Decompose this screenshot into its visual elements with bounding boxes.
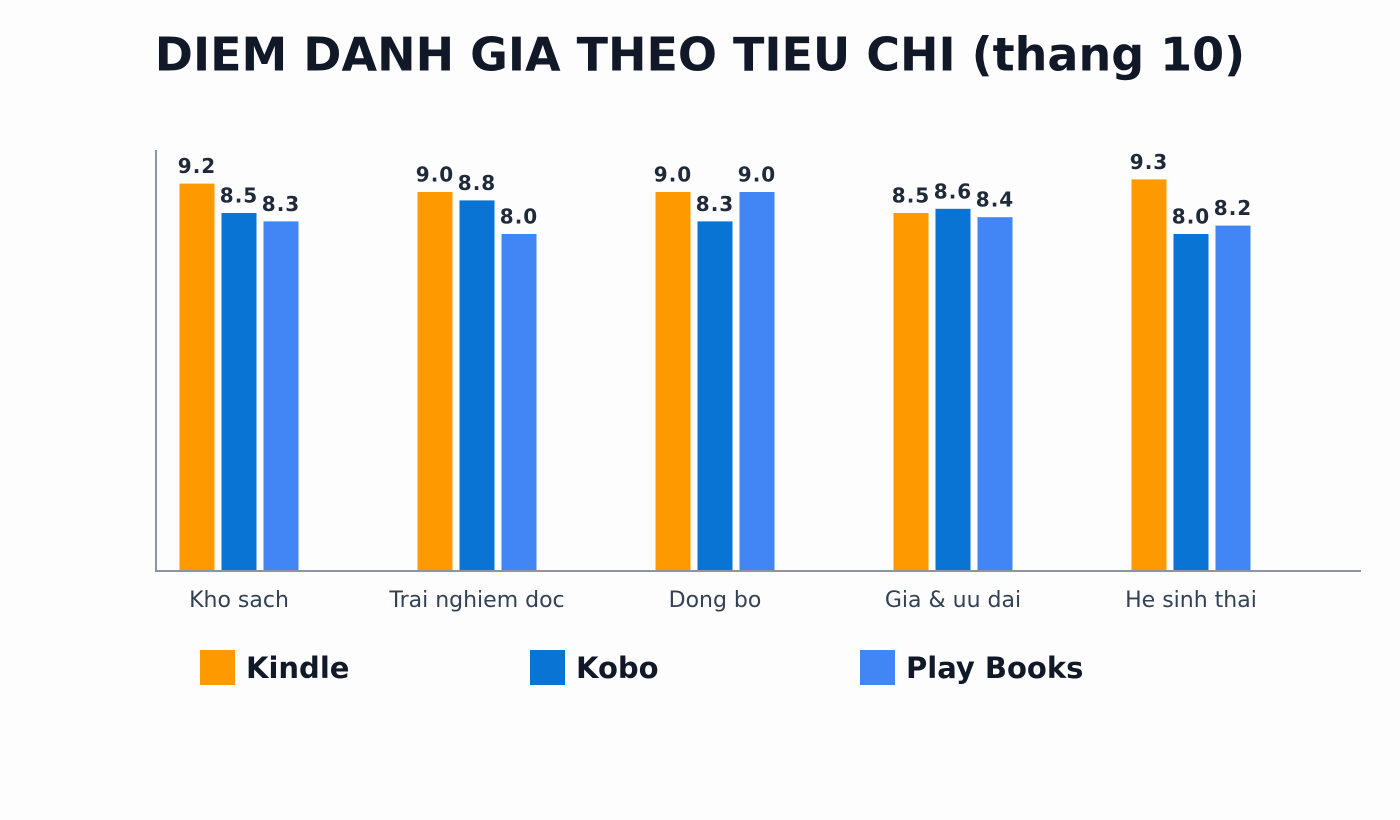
value-label: 9.2: [178, 154, 216, 178]
x-tick-label: Gia & uu dai: [885, 588, 1021, 613]
value-label: 9.0: [738, 163, 776, 187]
value-label: 8.6: [934, 179, 972, 203]
value-label: 8.3: [696, 192, 734, 216]
legend-swatch: [200, 650, 235, 685]
chart-title: DIEM DANH GIA THEO TIEU CHI (thang 10): [155, 28, 1245, 82]
value-label: 8.8: [458, 171, 496, 195]
bar: [739, 192, 775, 570]
value-label: 8.4: [976, 188, 1014, 212]
bar: [893, 213, 929, 570]
legend-label: Kindle: [246, 651, 349, 685]
value-label: 8.3: [262, 192, 300, 216]
x-tick-label: Kho sach: [189, 588, 289, 613]
value-label: 8.0: [1172, 205, 1210, 229]
bar: [221, 213, 257, 570]
legend-swatch: [530, 650, 565, 685]
bar: [1215, 225, 1251, 570]
value-label: 8.5: [220, 184, 258, 208]
x-tick-label: Dong bo: [669, 588, 762, 613]
value-label: 9.0: [416, 163, 454, 187]
bar: [935, 208, 971, 571]
value-label: 8.0: [500, 205, 538, 229]
legend-label: Play Books: [906, 651, 1083, 685]
bar: [459, 200, 495, 570]
x-tick-label: Trai nghiem doc: [388, 588, 564, 613]
bar: [501, 234, 537, 570]
bar: [1131, 179, 1167, 570]
bar: [263, 221, 299, 570]
legend-swatch: [860, 650, 895, 685]
value-label: 8.2: [1214, 196, 1252, 220]
bar: [179, 183, 215, 570]
bar: [697, 221, 733, 570]
value-label: 9.3: [1130, 150, 1168, 174]
x-tick-label: He sinh thai: [1125, 588, 1257, 613]
legend-label: Kobo: [576, 651, 659, 685]
bar: [417, 192, 453, 570]
bar: [655, 192, 691, 570]
value-label: 8.5: [892, 184, 930, 208]
bar: [977, 217, 1013, 570]
value-label: 9.0: [654, 163, 692, 187]
bar: [1173, 234, 1209, 570]
